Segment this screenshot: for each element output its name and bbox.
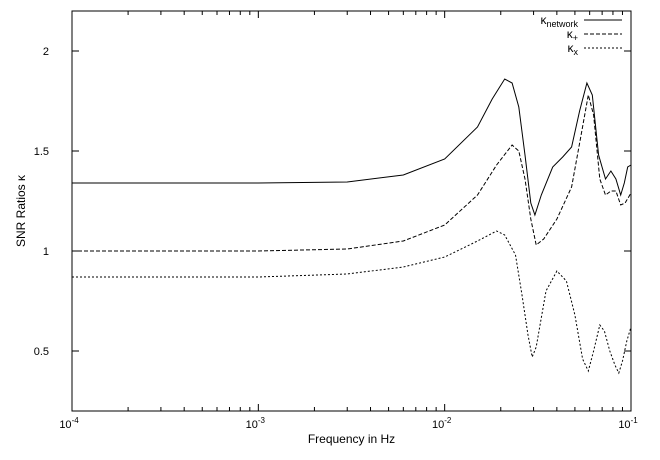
- x-axis-title: Frequency in Hz: [308, 432, 395, 446]
- y-tick-label: 1: [43, 246, 49, 258]
- y-tick-label: 0.5: [34, 346, 49, 358]
- x-tick-label: 10-4: [59, 416, 79, 431]
- x-tick-label: 10-3: [246, 416, 266, 431]
- y-axis-title: SNR Ratios κ: [14, 174, 28, 247]
- x-tick-label: 10-1: [618, 416, 638, 431]
- plot-frame: [71, 10, 632, 412]
- y-tick-label: 1.5: [34, 146, 49, 158]
- legend-label: κ+: [567, 27, 578, 43]
- legend-label: κnetwork: [540, 13, 578, 29]
- legend-label: κx: [568, 41, 579, 57]
- x-tick-label: 10-2: [432, 416, 452, 431]
- series-line-x: [72, 230, 632, 375]
- series-line-network: [72, 78, 632, 217]
- axis-ticks: 10-4 10-3 10-2 10-1 0.5 1 1.5 2: [34, 11, 638, 431]
- series-lines: [72, 78, 632, 375]
- series-line-+: [72, 94, 632, 252]
- plot-border: [71, 10, 632, 412]
- y-tick-label: 2: [43, 46, 49, 58]
